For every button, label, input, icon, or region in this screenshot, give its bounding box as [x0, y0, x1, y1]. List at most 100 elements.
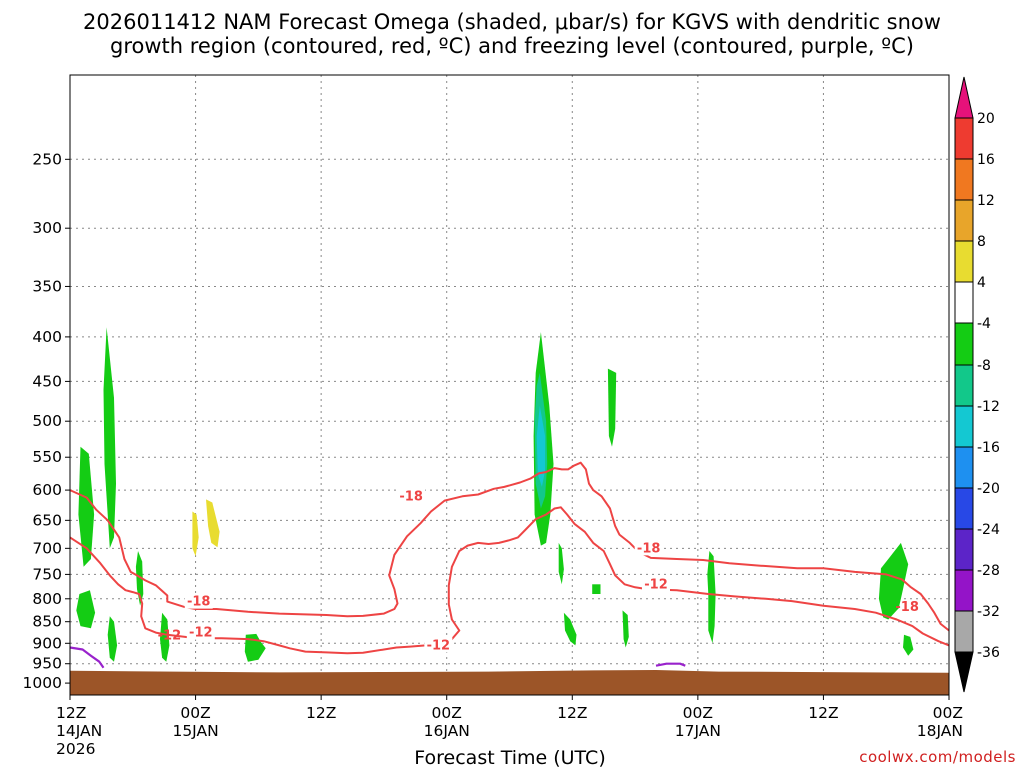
- colorbar-label: 4: [977, 275, 986, 291]
- x-tick-label: 18JAN: [917, 722, 963, 740]
- colorbar-segment: [954, 446, 974, 489]
- colorbar-label: 16: [977, 152, 995, 168]
- y-tick-label: 600: [32, 481, 62, 499]
- colorbar-segment: [954, 610, 974, 653]
- colorbar-segment: [954, 281, 974, 324]
- credit-text: coolwx.com/models: [859, 748, 1016, 766]
- colorbar-segment: [954, 117, 974, 160]
- colorbar-label: 8: [977, 234, 986, 250]
- colorbar-label: -20: [977, 481, 1000, 497]
- contour-label-background: [184, 593, 213, 609]
- omega-region: [878, 542, 909, 620]
- y-tick-label: 500: [32, 412, 62, 430]
- contour-label-background: [424, 637, 453, 653]
- colorbar-segment: [954, 199, 974, 242]
- y-tick-label: 400: [32, 328, 62, 346]
- dgz-contour-line: [69, 506, 950, 655]
- y-tick-label: 750: [32, 565, 62, 583]
- contour-label: -18: [399, 489, 423, 504]
- colorbar-segment: [954, 364, 974, 407]
- contour-label: -12: [644, 577, 668, 592]
- colorbar-segment: [954, 569, 974, 612]
- colorbar-label: 12: [977, 193, 995, 209]
- contours: -18 -12 -18 -18 -18 -12 -12 -12: [69, 461, 950, 669]
- omega-region: [707, 551, 716, 644]
- x-tick-label: 12Z: [557, 704, 587, 722]
- x-tick-label: 00Z: [432, 704, 462, 722]
- x-tick-label: 15JAN: [172, 722, 218, 740]
- colorbar-label: -4: [977, 316, 991, 332]
- omega-region: [107, 616, 118, 662]
- plot-background: [70, 75, 949, 695]
- colorbar: 20 16 12 8 4 -4 -8 -12 -16 -20 -24 -28 -32 -36: [954, 76, 1000, 693]
- y-tick-label: 1000: [23, 674, 62, 692]
- colorbar-label: -36: [977, 645, 1000, 661]
- x-tick-label: 16JAN: [424, 722, 470, 740]
- colorbar-segment: [954, 240, 974, 283]
- y-axis: 250 300 350 400 450 500 550 600 650 700 750 800 850 9…: [23, 150, 70, 692]
- omega-shading: [76, 327, 914, 662]
- omega-region: [244, 633, 266, 662]
- contour-label: -12: [158, 629, 182, 644]
- contour-label-background: [397, 488, 426, 504]
- x-tick-label: 00Z: [933, 704, 963, 722]
- x-tick-label: 2026: [56, 740, 95, 758]
- colorbar-label: -32: [977, 604, 1000, 620]
- omega-region: [558, 542, 564, 585]
- colorbar-label: -12: [977, 399, 1000, 415]
- contour-label-background: [634, 540, 663, 556]
- x-tick-label: 12Z: [306, 704, 336, 722]
- terrain-ground: [70, 670, 949, 695]
- omega-region: [78, 446, 95, 567]
- y-tick-label: 350: [32, 277, 62, 295]
- colorbar-bottom-triangle: [954, 651, 974, 693]
- contour-label: -12: [427, 638, 451, 653]
- x-tick-label: 12Z: [808, 704, 838, 722]
- chart-title-line-2: growth region (contoured, red, ºC) and f…: [110, 34, 914, 58]
- plot-area: -18 -12 -18 -18 -18 -12 -12 -12: [69, 74, 950, 696]
- colorbar-segment: [954, 528, 974, 571]
- colorbar-segment: [954, 405, 974, 448]
- contour-label-background: [186, 624, 215, 640]
- omega-region: [622, 610, 629, 648]
- omega-region: [160, 612, 170, 662]
- x-axis-title: Forecast Time (UTC): [414, 747, 605, 768]
- contour-label: -18: [895, 600, 919, 615]
- omega-region: [192, 511, 199, 557]
- colorbar-label: -28: [977, 563, 1000, 579]
- freezing-level-contour-line: [655, 662, 686, 667]
- y-tick-label: 850: [32, 613, 62, 631]
- omega-region: [903, 634, 914, 656]
- colorbar-label: -8: [977, 358, 991, 374]
- omega-region: [536, 405, 546, 487]
- contour-label: -18: [187, 595, 211, 610]
- colorbar-label: 20: [977, 111, 995, 127]
- colorbar-label: -16: [977, 440, 1000, 456]
- freezing-level-contour-line: [69, 646, 105, 669]
- y-tick-label: 650: [32, 511, 62, 529]
- colorbar-label: -24: [977, 522, 1000, 538]
- y-tick-label: 800: [32, 590, 62, 608]
- colorbar-segment: [954, 322, 974, 366]
- colorbar-segment: [954, 158, 974, 201]
- y-tick-label: 700: [32, 539, 62, 557]
- colorbar-segment: [954, 487, 974, 530]
- omega-region: [607, 368, 617, 447]
- dgz-contour-line: [69, 461, 950, 632]
- contour-label: -18: [637, 541, 661, 556]
- colorbar-top-triangle: [954, 76, 974, 119]
- plot-frame: [69, 74, 950, 696]
- x-tick-label: 00Z: [683, 704, 713, 722]
- y-tick-label: 950: [32, 655, 62, 673]
- y-tick-label: 900: [32, 634, 62, 652]
- omega-region: [206, 499, 220, 548]
- contour-label-background: [642, 576, 670, 592]
- omega-region: [563, 612, 577, 646]
- omega-region: [76, 590, 96, 629]
- x-tick-label: 00Z: [180, 704, 210, 722]
- omega-region: [103, 327, 116, 549]
- y-tick-label: 450: [32, 372, 62, 390]
- x-tick-label: 14JAN: [56, 722, 102, 740]
